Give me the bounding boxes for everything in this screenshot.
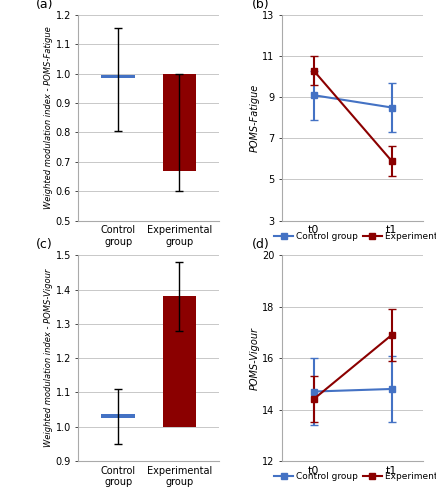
Legend: Control group, Experimental group: Control group, Experimental group [270, 469, 436, 485]
Y-axis label: Weighted modulation index - POMS-Vigour: Weighted modulation index - POMS-Vigour [44, 269, 53, 448]
Y-axis label: Weighted modulation index - POMS-Fatigue: Weighted modulation index - POMS-Fatigue [44, 26, 53, 209]
Y-axis label: POMS-Vigour: POMS-Vigour [249, 326, 259, 390]
Legend: Control group, Experimental group: Control group, Experimental group [270, 228, 436, 244]
Bar [102, 414, 135, 418]
Y-axis label: POMS-Fatigue: POMS-Fatigue [250, 84, 260, 152]
Bar [102, 75, 135, 78]
Text: (d): (d) [252, 238, 269, 252]
Bar [163, 74, 196, 170]
Text: (c): (c) [36, 238, 53, 252]
Bar [163, 296, 196, 426]
Text: (a): (a) [36, 0, 54, 11]
Text: (b): (b) [252, 0, 269, 11]
